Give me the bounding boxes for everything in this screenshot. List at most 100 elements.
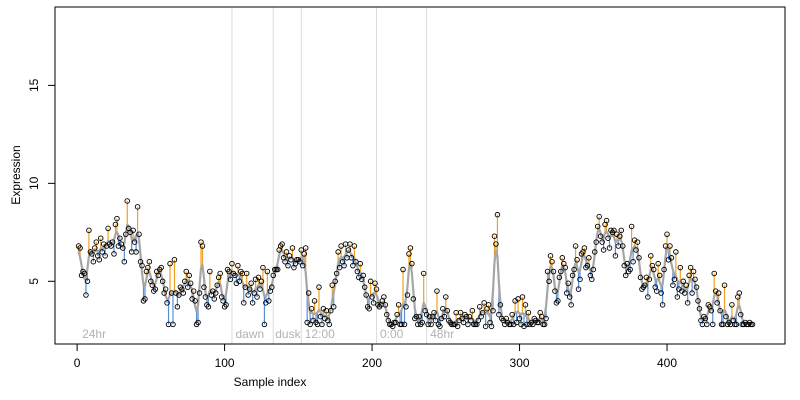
data-point-194 xyxy=(361,284,368,290)
data-point-85 xyxy=(201,284,207,290)
data-point-32 xyxy=(123,231,129,238)
data-point-102 xyxy=(226,268,232,275)
data-point-348 xyxy=(589,276,595,283)
data-point-207 xyxy=(381,294,387,300)
data-point-335 xyxy=(569,272,576,279)
data-point-124 xyxy=(258,278,265,285)
data-point-297 xyxy=(513,319,520,326)
data-point-237 xyxy=(425,321,431,328)
fitted-line xyxy=(77,223,753,326)
data-point-280 xyxy=(488,323,495,330)
data-point-369 xyxy=(620,243,626,249)
data-point-301 xyxy=(519,294,526,300)
data-point-47 xyxy=(145,264,151,271)
data-point-356 xyxy=(600,247,607,253)
data-point-438 xyxy=(721,282,728,288)
data-point-435 xyxy=(717,307,723,314)
data-point-81 xyxy=(195,319,201,326)
region-separators xyxy=(231,7,428,344)
data-point-28 xyxy=(117,235,123,241)
data-point-93 xyxy=(212,290,219,296)
data-point-223 xyxy=(404,292,411,298)
data-point-286 xyxy=(497,302,504,308)
data-point-156 xyxy=(305,290,312,296)
data-point-195 xyxy=(363,292,369,298)
data-point-259 xyxy=(457,309,464,316)
data-point-24 xyxy=(111,251,117,257)
data-point-14 xyxy=(96,257,102,263)
data-point-183 xyxy=(345,247,352,253)
data-point-284 xyxy=(494,211,501,218)
data-point-227 xyxy=(410,296,417,302)
data-point-263 xyxy=(463,313,470,320)
data-point-353 xyxy=(596,213,602,220)
data-point-184 xyxy=(347,241,353,247)
data-point-294 xyxy=(509,311,515,318)
data-point-104 xyxy=(229,260,235,267)
data-point-72 xyxy=(182,278,188,285)
data-point-96 xyxy=(217,270,223,277)
x-tick-label-3: 300 xyxy=(510,356,530,370)
data-point-401 xyxy=(667,243,673,249)
data-point-12 xyxy=(93,239,100,245)
data-point-50 xyxy=(149,282,156,288)
data-point-10 xyxy=(90,258,97,265)
data-point-375 xyxy=(628,223,635,230)
data-point-321 xyxy=(549,258,555,265)
data-point-420 xyxy=(695,298,701,304)
data-point-378 xyxy=(633,247,639,253)
data-point-6 xyxy=(84,278,91,285)
data-point-186 xyxy=(350,262,356,269)
data-point-23 xyxy=(109,239,116,245)
data-point-327 xyxy=(558,268,564,275)
region-label-2: dusk xyxy=(275,327,301,341)
data-point-299 xyxy=(516,315,523,322)
data-point-250 xyxy=(444,307,451,314)
data-point-152 xyxy=(300,262,306,269)
data-point-238 xyxy=(426,313,433,320)
data-point-202 xyxy=(373,286,380,292)
data-point-141 xyxy=(283,249,290,255)
x-tick-label-4: 400 xyxy=(657,356,677,370)
data-point-174 xyxy=(332,278,338,285)
data-point-108 xyxy=(235,262,241,269)
data-point-388 xyxy=(648,253,654,259)
data-point-121 xyxy=(254,294,260,300)
data-point-59 xyxy=(162,286,169,292)
data-point-229 xyxy=(413,313,420,320)
data-point-298 xyxy=(515,296,521,302)
data-point-242 xyxy=(432,317,439,324)
data-point-220 xyxy=(400,266,406,273)
data-point-224 xyxy=(406,251,412,257)
data-point-376 xyxy=(630,258,636,265)
data-point-429 xyxy=(708,307,715,314)
data-point-418 xyxy=(692,276,698,283)
data-point-216 xyxy=(394,311,400,318)
data-point-73 xyxy=(183,268,190,275)
data-point-62 xyxy=(167,260,173,267)
data-point-132 xyxy=(270,272,277,279)
data-point-404 xyxy=(671,276,678,283)
region-label-3: 12:00 xyxy=(305,327,335,341)
data-point-128 xyxy=(264,268,271,275)
data-point-345 xyxy=(584,262,591,269)
data-point-25 xyxy=(112,221,119,228)
data-point-160 xyxy=(311,298,318,304)
x-axis: 0 100 200 300 400 xyxy=(74,343,677,370)
data-point-201 xyxy=(372,280,378,287)
data-point-434 xyxy=(715,290,722,296)
data-point-340 xyxy=(577,276,583,283)
data-point-109 xyxy=(236,278,243,285)
data-point-56 xyxy=(158,264,164,271)
data-point-384 xyxy=(642,282,648,288)
x-tick-label-1: 100 xyxy=(215,356,235,370)
data-point-349 xyxy=(590,266,597,273)
data-point-372 xyxy=(624,260,630,267)
data-point-261 xyxy=(460,319,467,326)
x-tick-label-2: 200 xyxy=(362,356,382,370)
y-axis-title: Expression xyxy=(9,145,23,204)
data-point-397 xyxy=(661,266,667,273)
data-point-138 xyxy=(279,241,285,247)
